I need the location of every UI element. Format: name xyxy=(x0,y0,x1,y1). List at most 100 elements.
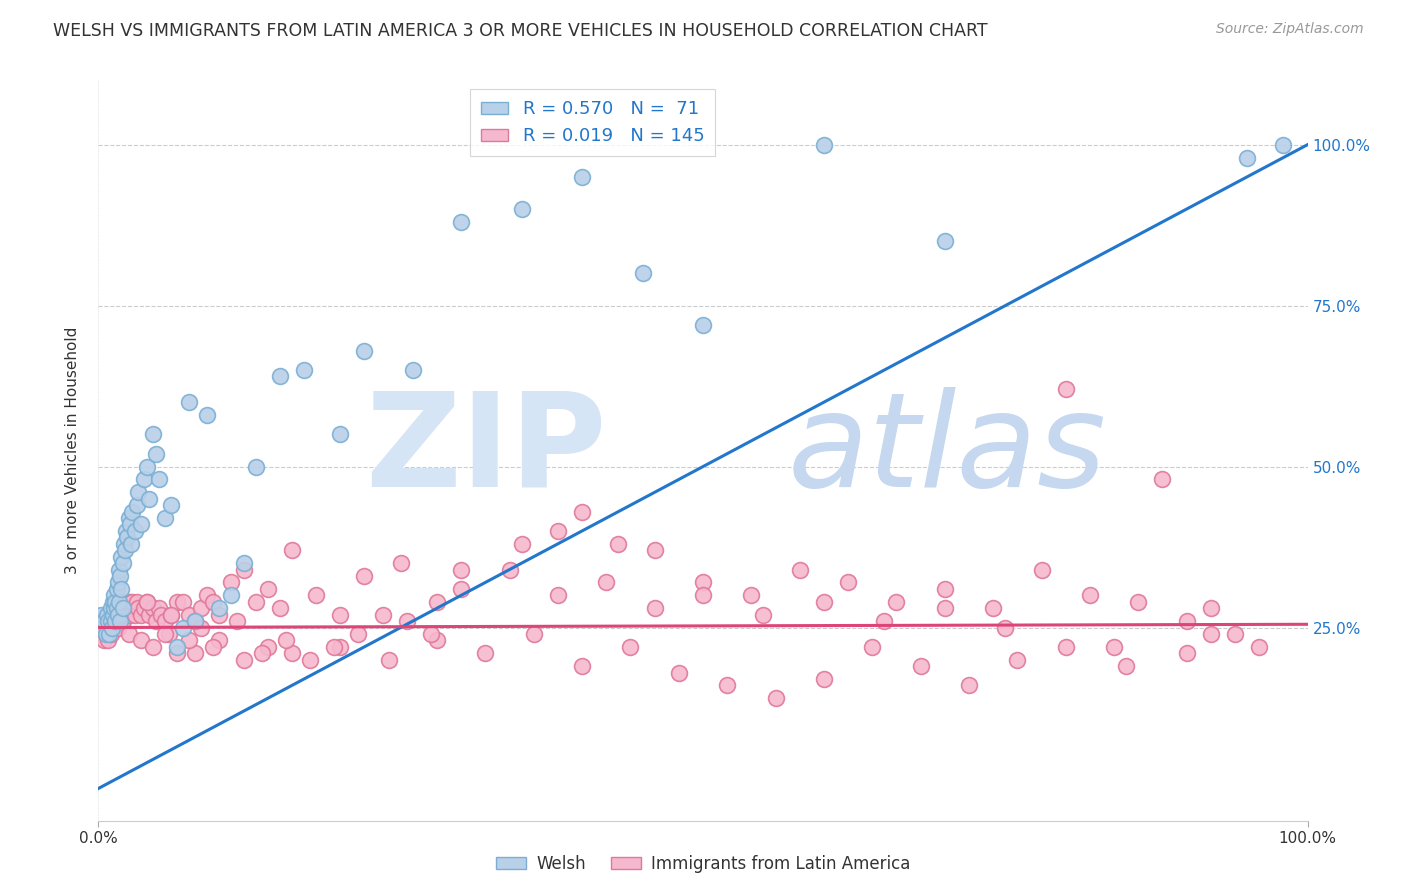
Point xyxy=(329,607,352,622)
Point xyxy=(752,607,775,622)
Point xyxy=(135,595,157,609)
Point xyxy=(105,582,128,596)
Text: atlas: atlas xyxy=(787,387,1107,514)
Point xyxy=(153,614,176,628)
Point xyxy=(195,588,218,602)
Point xyxy=(105,614,128,628)
Point xyxy=(934,601,956,615)
Point xyxy=(450,563,472,577)
Point xyxy=(1007,653,1029,667)
Point xyxy=(142,427,165,442)
Point xyxy=(934,582,956,596)
Point xyxy=(153,511,176,525)
Point xyxy=(100,627,122,641)
Point xyxy=(450,215,472,229)
Point xyxy=(101,620,124,634)
Point xyxy=(208,601,231,615)
Point xyxy=(90,607,112,622)
Point xyxy=(281,543,304,558)
Point xyxy=(994,620,1017,634)
Point xyxy=(644,601,666,615)
Point xyxy=(426,633,449,648)
Point xyxy=(108,607,131,622)
Point xyxy=(329,427,352,442)
Point xyxy=(957,678,980,692)
Point xyxy=(111,601,134,615)
Point xyxy=(981,601,1004,615)
Point xyxy=(100,620,122,634)
Point xyxy=(166,646,188,660)
Point xyxy=(105,601,128,615)
Point xyxy=(160,607,183,622)
Point xyxy=(166,595,188,609)
Point xyxy=(134,472,156,486)
Point xyxy=(420,627,443,641)
Point xyxy=(179,633,201,648)
Point xyxy=(221,575,243,590)
Point xyxy=(94,627,117,641)
Point xyxy=(142,640,165,654)
Point xyxy=(245,595,267,609)
Point xyxy=(97,633,120,648)
Point xyxy=(127,485,149,500)
Point xyxy=(221,588,243,602)
Point xyxy=(607,537,630,551)
Point xyxy=(103,588,125,602)
Point xyxy=(202,595,225,609)
Point xyxy=(329,640,352,654)
Point xyxy=(179,607,201,622)
Point xyxy=(93,614,115,628)
Point xyxy=(134,601,156,615)
Point xyxy=(1199,627,1222,641)
Point xyxy=(179,395,201,409)
Point xyxy=(100,614,122,628)
Point xyxy=(94,627,117,641)
Point xyxy=(103,601,125,615)
Point xyxy=(104,607,127,622)
Point xyxy=(208,607,231,622)
Point xyxy=(426,595,449,609)
Point xyxy=(108,563,131,577)
Point xyxy=(112,601,135,615)
Point xyxy=(111,556,134,570)
Point xyxy=(114,607,136,622)
Point xyxy=(90,614,112,628)
Point xyxy=(97,614,120,628)
Point xyxy=(571,505,593,519)
Point xyxy=(1115,659,1137,673)
Point xyxy=(208,633,231,648)
Point xyxy=(510,202,533,216)
Point xyxy=(395,614,418,628)
Point xyxy=(595,575,617,590)
Point xyxy=(105,601,128,615)
Point xyxy=(226,614,249,628)
Point xyxy=(292,363,315,377)
Point xyxy=(145,614,167,628)
Point xyxy=(523,627,546,641)
Point xyxy=(124,607,146,622)
Point xyxy=(135,459,157,474)
Point xyxy=(101,607,124,622)
Point xyxy=(202,640,225,654)
Point xyxy=(631,267,654,281)
Point xyxy=(148,472,170,486)
Point xyxy=(353,343,375,358)
Point xyxy=(110,601,132,615)
Point xyxy=(101,595,124,609)
Point xyxy=(120,537,142,551)
Point xyxy=(100,601,122,615)
Point xyxy=(121,595,143,609)
Point xyxy=(98,614,121,628)
Point xyxy=(1031,563,1053,577)
Point xyxy=(157,627,180,641)
Point xyxy=(498,563,520,577)
Point xyxy=(910,659,932,673)
Y-axis label: 3 or more Vehicles in Household: 3 or more Vehicles in Household xyxy=(65,326,80,574)
Point xyxy=(127,601,149,615)
Point xyxy=(145,447,167,461)
Point xyxy=(100,614,122,628)
Point xyxy=(668,665,690,680)
Point xyxy=(789,563,811,577)
Point xyxy=(142,601,165,615)
Point xyxy=(1078,588,1101,602)
